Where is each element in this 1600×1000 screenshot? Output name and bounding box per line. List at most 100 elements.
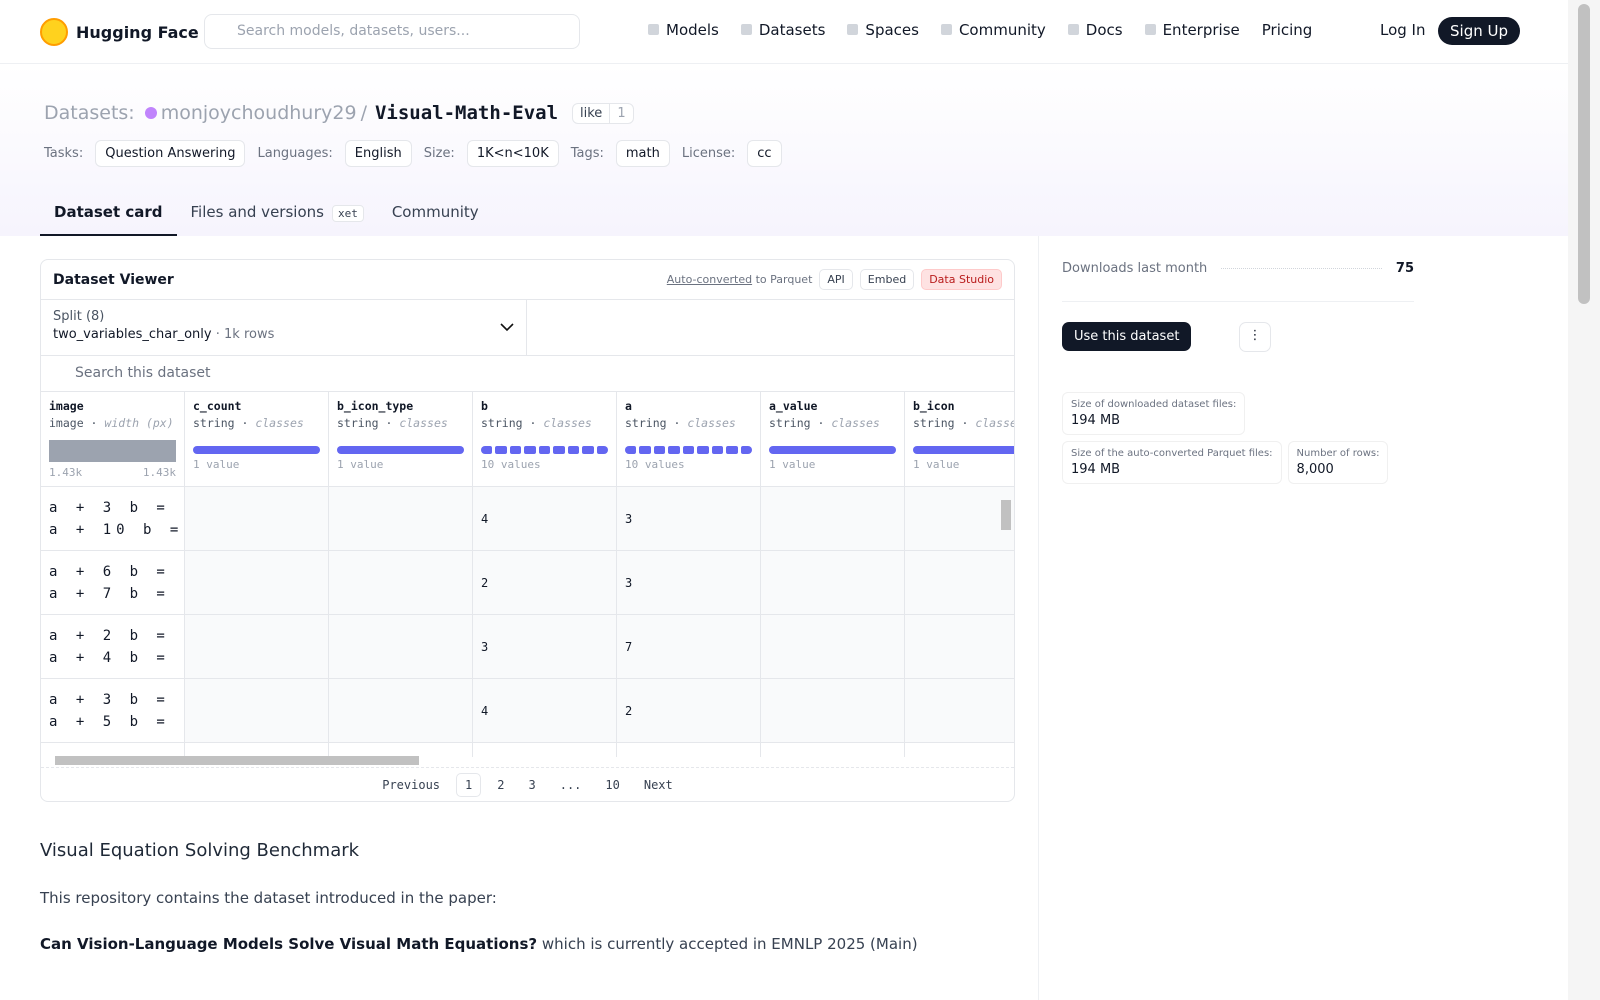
- use-dataset-button[interactable]: Use this dataset: [1062, 322, 1192, 351]
- like-button[interactable]: like 1: [572, 102, 634, 124]
- cell[interactable]: [761, 487, 904, 551]
- dataset-viewer: Dataset Viewer Auto-converted to Parquet…: [40, 259, 1015, 802]
- login-link[interactable]: Log In: [1380, 21, 1426, 39]
- data-studio-button[interactable]: Data Studio: [921, 269, 1002, 290]
- stat-label: Size of downloaded dataset files:: [1071, 399, 1237, 410]
- segment: [596, 446, 608, 454]
- cell[interactable]: 4: [473, 679, 616, 743]
- cell[interactable]: [329, 551, 472, 615]
- owner[interactable]: monjoychoudhury29: [160, 102, 357, 124]
- cell[interactable]: 3: [473, 615, 616, 679]
- cell[interactable]: [761, 551, 904, 615]
- column-header[interactable]: b_icon_type string · classes 1 value: [329, 392, 472, 487]
- split-name: two_variables_char_only: [53, 327, 212, 342]
- column-name: a: [625, 399, 632, 413]
- signup-button[interactable]: Sign Up: [1438, 17, 1520, 45]
- cell[interactable]: [185, 679, 328, 743]
- page-scrollbar[interactable]: [1568, 0, 1600, 1000]
- cell[interactable]: 3: [617, 551, 760, 615]
- cell[interactable]: a + 6 b = a + 7 b =: [41, 551, 184, 615]
- page-link[interactable]: ...: [559, 777, 582, 792]
- search-input[interactable]: Search models, datasets, users...: [204, 14, 580, 49]
- cell[interactable]: 4: [473, 487, 616, 551]
- tag-value[interactable]: 1K<n<10K: [466, 140, 559, 167]
- cell[interactable]: a + 3 b = a + 10 b =: [41, 487, 184, 551]
- nav-link[interactable]: Enterprise: [1144, 21, 1240, 39]
- image-line: a + 7 b =: [49, 585, 170, 602]
- api-button[interactable]: API: [819, 269, 853, 290]
- cell-text: 4: [481, 703, 489, 718]
- tag-value[interactable]: cc: [747, 140, 782, 167]
- page-link[interactable]: Next: [643, 777, 673, 792]
- summary: 10 values: [625, 458, 752, 471]
- segment: [538, 446, 551, 454]
- page-link[interactable]: 3: [528, 777, 536, 792]
- nav-icon: [847, 24, 859, 35]
- cell[interactable]: [761, 615, 904, 679]
- cell[interactable]: [905, 487, 1014, 551]
- cell[interactable]: 3: [617, 487, 760, 551]
- tab[interactable]: Files and versions xet: [177, 193, 378, 236]
- segment: [740, 446, 752, 454]
- column-header[interactable]: image image · width (px) 1.43k 1.43k: [41, 392, 184, 487]
- cell[interactable]: [329, 487, 472, 551]
- downloads-count: 75: [1395, 261, 1414, 276]
- embed-button[interactable]: Embed: [859, 269, 915, 290]
- cell[interactable]: [185, 615, 328, 679]
- tag-key: Size:: [423, 146, 455, 161]
- nav-link[interactable]: Community: [940, 21, 1046, 39]
- summary: 1.43k 1.43k: [49, 466, 176, 479]
- split-select[interactable]: Split (8) two_variables_char_only · 1k r…: [41, 300, 527, 356]
- viewer-search[interactable]: Search this dataset: [41, 356, 1014, 392]
- column-header[interactable]: c_count string · classes 1 value: [185, 392, 328, 487]
- nav-link[interactable]: Docs: [1067, 21, 1123, 39]
- more-button[interactable]: ⋮: [1239, 322, 1271, 352]
- page-link[interactable]: 10: [605, 777, 620, 792]
- summary-text: 1 value: [769, 458, 816, 471]
- tag-value[interactable]: Question Answering: [95, 140, 246, 167]
- cell[interactable]: [185, 487, 328, 551]
- cell[interactable]: [905, 679, 1014, 743]
- cell[interactable]: a + 3 b = a + 5 b =: [41, 679, 184, 743]
- stat-label: Size of the auto-converted Parquet files…: [1071, 448, 1273, 459]
- tag-value[interactable]: math: [615, 140, 670, 167]
- type: string: [913, 416, 955, 430]
- summary: 1 value: [337, 458, 464, 471]
- tabs: Dataset card Files and versions xet Communi…: [40, 193, 493, 236]
- cell[interactable]: [905, 551, 1014, 615]
- nav-link[interactable]: Pricing: [1262, 21, 1313, 39]
- tab[interactable]: Dataset card: [40, 193, 177, 236]
- h-scrollbar[interactable]: [55, 756, 419, 765]
- nav-link-text: Spaces: [865, 21, 919, 39]
- dataset-name[interactable]: Visual-Math-Eval: [374, 102, 559, 124]
- cell[interactable]: 7: [617, 615, 760, 679]
- cell[interactable]: [185, 551, 328, 615]
- column-header[interactable]: b string · classes 10 values: [473, 392, 616, 487]
- cell[interactable]: [329, 615, 472, 679]
- cell[interactable]: [761, 679, 904, 743]
- auto-converted[interactable]: Auto-converted: [666, 273, 753, 286]
- cell[interactable]: 2: [473, 551, 616, 615]
- section[interactable]: Datasets:: [44, 102, 135, 124]
- tab[interactable]: Community: [378, 193, 493, 236]
- nav-links: Models Datasets Spaces Community Docs Enterpr…: [648, 21, 1312, 39]
- page-link[interactable]: 2: [497, 777, 505, 792]
- tag-value[interactable]: English: [344, 140, 412, 167]
- column-name: image: [49, 399, 84, 413]
- nav-link[interactable]: Models: [648, 21, 719, 39]
- column-header[interactable]: a string · classes 10 values: [617, 392, 760, 487]
- nav-link[interactable]: Spaces: [847, 21, 919, 39]
- cell[interactable]: [329, 679, 472, 743]
- viewer-title: Dataset Viewer: [53, 271, 174, 288]
- brand[interactable]: Hugging Face: [40, 18, 199, 46]
- page-link[interactable]: 1: [456, 772, 482, 797]
- cell[interactable]: 2: [617, 679, 760, 743]
- column-header[interactable]: a_value string · classes 1 value: [761, 392, 904, 487]
- nav-link[interactable]: Datasets: [740, 21, 825, 39]
- cell[interactable]: a + 2 b = a + 4 b =: [41, 615, 184, 679]
- summary-bar: [193, 446, 320, 454]
- v-scrollbar[interactable]: [1001, 500, 1011, 530]
- cell[interactable]: [905, 615, 1014, 679]
- page-link[interactable]: Previous: [382, 777, 441, 792]
